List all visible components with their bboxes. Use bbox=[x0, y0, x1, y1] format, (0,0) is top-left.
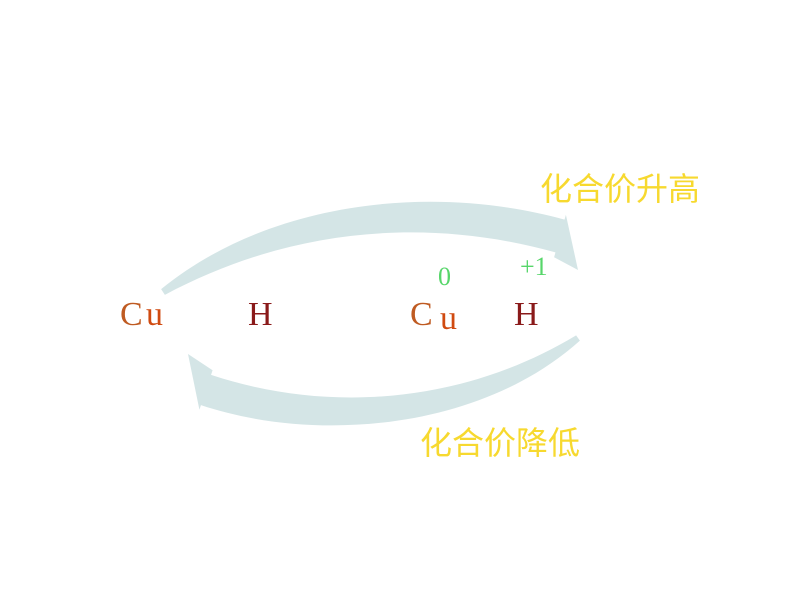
upper-arrow bbox=[161, 202, 578, 295]
h-left: H bbox=[248, 296, 273, 334]
caption-upper: 化合价升高 bbox=[540, 164, 700, 210]
diagram-stage: C u H C u H 0 +1 化合价升高 化合价降低 bbox=[0, 0, 794, 596]
cu-right-c: C bbox=[410, 296, 433, 334]
caption-lower: 化合价降低 bbox=[420, 418, 580, 464]
lower-arrow bbox=[188, 335, 580, 425]
charge-zero: 0 bbox=[438, 262, 451, 292]
charge-plus-one: +1 bbox=[520, 252, 548, 282]
cu-left-c: C bbox=[120, 296, 143, 334]
h-right: H bbox=[514, 296, 539, 334]
cu-left-u: u bbox=[146, 296, 163, 334]
cu-right-u: u bbox=[440, 300, 457, 338]
